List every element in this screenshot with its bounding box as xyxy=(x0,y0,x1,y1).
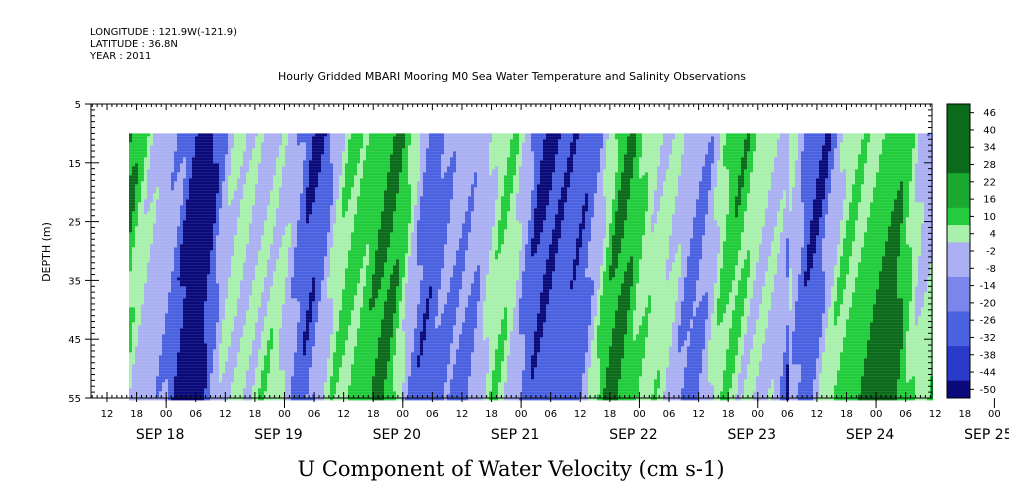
colorbar: 46 40 34 28 22 16 10 4 -2 -8 -14 -20 -26 -32 -38 -44 -50 xyxy=(947,104,996,399)
x-tick-label: 18 xyxy=(367,409,380,420)
colorbar-tick-label: -14 xyxy=(980,281,996,292)
y-tick-label: 15 xyxy=(68,159,81,170)
x-tick-label: 18 xyxy=(840,409,853,420)
x-date-label: SEP 18 xyxy=(136,427,184,443)
x-tick-label: 00 xyxy=(870,409,883,420)
colorbar-tick-label: -8 xyxy=(986,264,996,275)
colorbar-tick-label: 4 xyxy=(990,229,996,240)
colorbar-band xyxy=(947,139,970,157)
x-tick-label: 06 xyxy=(663,409,676,420)
y-tick-label: 5 xyxy=(75,100,81,111)
colorbar-band xyxy=(947,346,970,364)
x-tick-label: 18 xyxy=(485,409,498,420)
x-tick-label: 18 xyxy=(603,409,616,420)
colorbar-tick-label: 22 xyxy=(983,177,996,188)
colorbar-tick-label: -44 xyxy=(980,368,996,379)
y-tick-label: 25 xyxy=(68,218,81,229)
x-tick-label: 06 xyxy=(189,409,202,420)
y-axis-label: DEPTH (m) xyxy=(40,222,53,282)
x-tick-label: 18 xyxy=(958,409,971,420)
x-tick-label: 06 xyxy=(781,409,794,420)
x-date-label: SEP 20 xyxy=(373,427,421,443)
x-tick-label: 18 xyxy=(249,409,262,420)
colorbar-tick-label: 46 xyxy=(983,108,996,119)
x-tick-label: 00 xyxy=(160,409,173,420)
colorbar-band xyxy=(947,190,970,208)
x-tick-label: 06 xyxy=(899,409,912,420)
colorbar-band xyxy=(947,312,970,330)
y-tick-label: 45 xyxy=(68,335,81,346)
colorbar-band xyxy=(947,260,970,278)
colorbar-tick-label: 16 xyxy=(983,195,996,206)
x-tick-label: 00 xyxy=(278,409,291,420)
colorbar-band xyxy=(947,121,970,139)
x-tick-label: 12 xyxy=(574,409,587,420)
x-date-label: SEP 22 xyxy=(609,427,657,443)
x-tick-label: 12 xyxy=(337,409,350,420)
x-date-label: SEP 23 xyxy=(728,427,776,443)
colorbar-tick-label: -26 xyxy=(980,316,996,327)
colorbar-tick-label: 34 xyxy=(983,143,996,154)
x-tick-label: 06 xyxy=(426,409,439,420)
colorbar-tick-label: -20 xyxy=(980,298,996,309)
x-tick-label: 18 xyxy=(722,409,735,420)
x-tick-label: 00 xyxy=(396,409,409,420)
x-date-label: SEP 21 xyxy=(491,427,539,443)
x-tick-label: 18 xyxy=(130,409,143,420)
x-tick-label: 00 xyxy=(988,409,1001,420)
colorbar-band xyxy=(947,363,970,381)
year-label: YEAR : 2011 xyxy=(89,51,151,62)
colorbar-band xyxy=(947,277,970,295)
x-date-label: SEP 24 xyxy=(846,427,895,443)
colorbar-tick-label: -38 xyxy=(980,350,996,361)
colorbar-band xyxy=(947,156,970,174)
x-tick-label: 00 xyxy=(751,409,764,420)
y-tick-label: 55 xyxy=(68,394,81,405)
colorbar-band xyxy=(947,208,970,226)
colorbar-band xyxy=(947,329,970,347)
x-tick-label: 12 xyxy=(811,409,824,420)
x-tick-label: 06 xyxy=(544,409,557,420)
colorbar-tick-label: -32 xyxy=(980,333,996,344)
colorbar-tick-label: -50 xyxy=(980,385,996,396)
x-date-label: SEP 19 xyxy=(254,427,302,443)
x-date-label: SEP 25 xyxy=(964,427,1009,443)
latitude-label: LATITUDE : 36.8N xyxy=(90,39,178,50)
x-tick-label: 00 xyxy=(515,409,528,420)
colorbar-tick-label: -2 xyxy=(986,247,996,258)
colorbar-band xyxy=(947,294,970,312)
colorbar-band xyxy=(947,225,970,243)
y-tick-label: 35 xyxy=(68,276,81,287)
x-tick-label: 12 xyxy=(692,409,705,420)
x-tick-label: 06 xyxy=(308,409,321,420)
colorbar-tick-label: 40 xyxy=(983,125,996,136)
x-tick-label: 12 xyxy=(219,409,232,420)
longitude-label: LONGITUDE : 121.9W(-121.9) xyxy=(90,27,237,38)
chart-title: Hourly Gridded MBARI Mooring M0 Sea Wate… xyxy=(278,70,746,83)
chart-footer-title: U Component of Water Velocity (cm s-1) xyxy=(297,457,724,481)
colorbar-band xyxy=(947,242,970,260)
x-tick-label: 00 xyxy=(633,409,646,420)
colorbar-tick-label: 10 xyxy=(983,212,996,223)
x-tick-label: 12 xyxy=(456,409,469,420)
heatmap-area xyxy=(129,133,933,400)
x-tick-label: 12 xyxy=(101,409,114,420)
x-tick-label: 12 xyxy=(929,409,942,420)
colorbar-band xyxy=(947,104,970,122)
u-velocity-chart: LONGITUDE : 121.9W(-121.9) LATITUDE : 36… xyxy=(0,0,1009,504)
colorbar-band xyxy=(947,381,970,399)
colorbar-band xyxy=(947,173,970,191)
colorbar-tick-label: 28 xyxy=(983,160,996,171)
